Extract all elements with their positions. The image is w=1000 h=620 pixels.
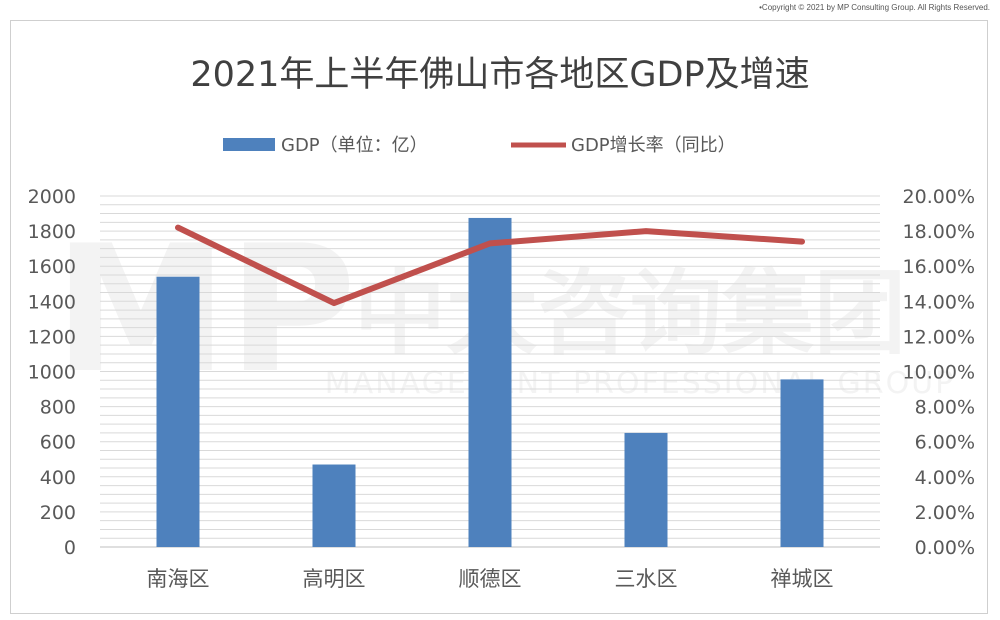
y-left-tick-label: 200 — [40, 502, 76, 524]
bar-3 — [468, 217, 512, 547]
y-right-tick-label: 18.00% — [903, 221, 975, 243]
bars — [156, 217, 824, 547]
bar-2 — [312, 464, 356, 547]
bar-4 — [624, 432, 668, 547]
y-right-tick-label: 20.00% — [903, 186, 975, 208]
legend-label-gdp: GDP（单位：亿） — [281, 135, 428, 156]
y-right-tick-label: 10.00% — [903, 362, 975, 384]
y-right-tick-label: 8.00% — [915, 397, 975, 419]
legend-swatch-gdp — [223, 138, 275, 151]
x-tick-label: 高明区 — [303, 567, 366, 591]
y-left-tick-label: 1000 — [28, 362, 76, 384]
y-right-tick-label: 6.00% — [915, 432, 975, 454]
y-left-tick-label: 1200 — [28, 326, 76, 348]
growth-line — [175, 224, 805, 307]
y-right-tick-label: 14.00% — [903, 291, 975, 313]
x-tick-label: 三水区 — [615, 567, 678, 591]
watermark-cn-text: 中大咨询集团 — [354, 260, 906, 367]
y-left-tick-label: 1800 — [28, 221, 76, 243]
x-axis: 南海区 高明区 顺德区 三水区 禅城区 — [147, 567, 834, 591]
bar-1 — [156, 276, 200, 547]
y-left-tick-label: 0 — [64, 537, 76, 559]
y-left-tick-label: 1400 — [28, 291, 76, 313]
x-tick-label: 禅城区 — [771, 567, 834, 591]
legend: GDP（单位：亿） GDP增长率（同比） — [223, 135, 736, 156]
y-right-tick-label: 16.00% — [903, 256, 975, 278]
y-right-tick-label: 4.00% — [915, 467, 975, 489]
y-axis-right: 20.00% 18.00% 16.00% 14.00% 12.00% 10.00% 8.00… — [903, 186, 975, 559]
y-left-tick-label: 400 — [40, 467, 76, 489]
copyright-notice: •Copyright © 2021 by MP Consulting Group… — [759, 3, 990, 12]
y-right-tick-label: 12.00% — [903, 326, 975, 348]
gridlines — [100, 195, 880, 548]
x-tick-label: 顺德区 — [459, 567, 522, 591]
y-left-tick-label: 2000 — [28, 186, 76, 208]
x-tick-label: 南海区 — [147, 567, 210, 591]
legend-label-growth: GDP增长率（同比） — [571, 135, 736, 156]
y-left-tick-label: 800 — [40, 397, 76, 419]
y-left-tick-label: 1600 — [28, 256, 76, 278]
bar-5 — [780, 379, 824, 547]
y-left-tick-label: 600 — [40, 432, 76, 454]
y-right-tick-label: 0.00% — [915, 537, 975, 559]
y-right-tick-label: 2.00% — [915, 502, 975, 524]
chart-title: 2021年上半年佛山市各地区GDP及增速 — [190, 55, 809, 95]
